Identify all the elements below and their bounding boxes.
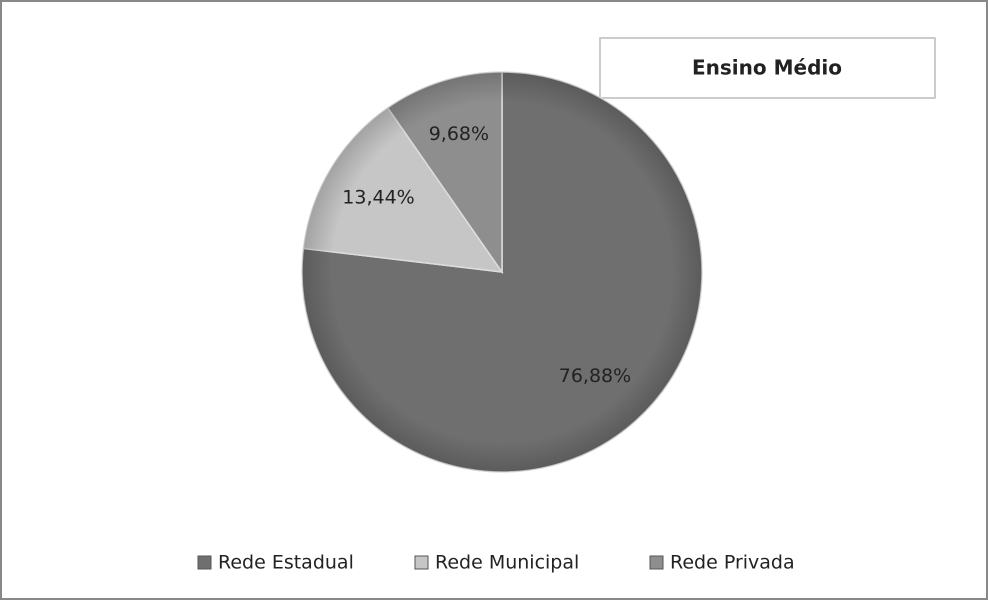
data-label: 13,44%: [342, 186, 414, 208]
legend-label: Rede Municipal: [435, 552, 579, 574]
pie: 76,88% 13,44% 9,68%: [301, 71, 703, 473]
data-label: 76,88%: [559, 365, 631, 387]
legend-swatch: [649, 555, 664, 570]
legend-label: Rede Privada: [670, 552, 795, 574]
legend: Rede Estadual Rede Municipal Rede Privada: [197, 552, 795, 574]
legend-swatch: [197, 555, 212, 570]
legend-swatch: [414, 555, 429, 570]
data-label: 9,68%: [429, 123, 489, 145]
chart-title: Ensino Médio: [692, 56, 842, 80]
legend-label: Rede Estadual: [218, 552, 354, 574]
